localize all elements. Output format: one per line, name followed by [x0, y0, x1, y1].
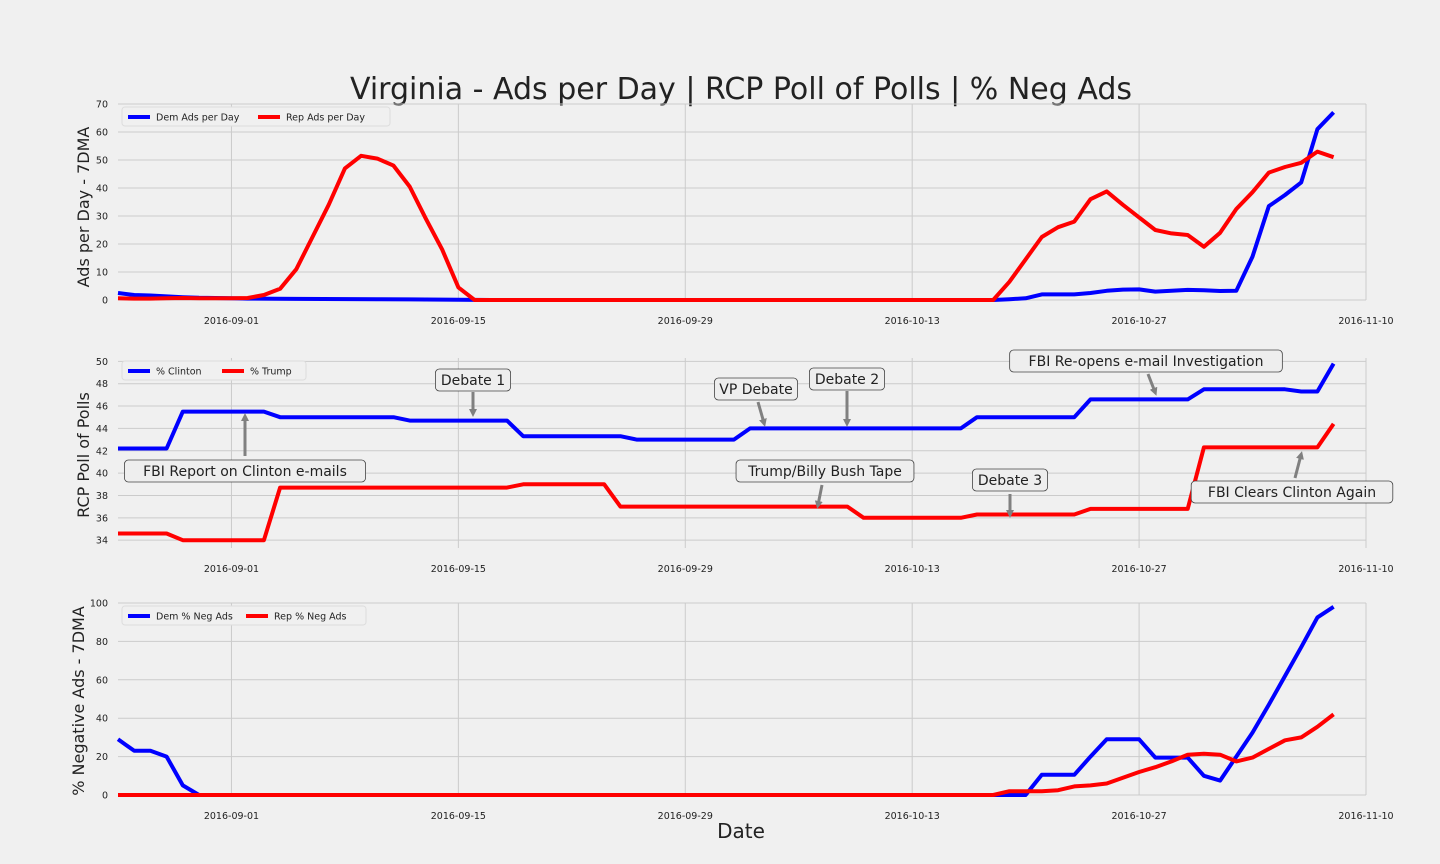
legend: Dem Ads per Day Rep Ads per Day: [121, 106, 391, 127]
y-tick-label: 30: [96, 212, 108, 223]
x-tick-label: 2016-10-13: [885, 316, 940, 327]
annotation: Debate 1: [434, 368, 511, 417]
annotation-label: Debate 1: [441, 373, 505, 389]
y-tick-label: 100: [90, 599, 108, 610]
annotation-box: [809, 367, 886, 391]
legend-frame: [121, 106, 391, 127]
series-line-rep-ads-per-day: [117, 149, 1335, 302]
legend-label: % Trump: [250, 367, 292, 378]
y-tick-label: 42: [96, 446, 108, 457]
series-line-dem-neg-ads: [116, 605, 1335, 797]
series-line--trump: [118, 422, 1336, 543]
annotation-box: [735, 459, 915, 483]
annotation-box: [1190, 480, 1394, 504]
y-tick-label: 80: [96, 637, 108, 648]
x-tick-label: 2016-10-27: [1111, 811, 1166, 822]
annotation-box: [1009, 349, 1283, 373]
y-tick-label: 60: [96, 128, 108, 139]
annotation-arrow: [756, 401, 767, 427]
y-tick-label: 36: [96, 513, 108, 524]
y-tick-label: 0: [102, 791, 108, 802]
annotation-arrow: [1146, 373, 1158, 396]
annotation: VP Debate: [714, 377, 798, 427]
x-tick-label: 2016-09-29: [658, 811, 713, 822]
chart-panels: 0 10 20 30 40 50 60 70 2016-09-01 2016-09-15 2016-…: [69, 100, 1394, 823]
legend-label: Rep Ads per Day: [286, 113, 365, 124]
annotation-label: Trump/Billy Bush Tape: [747, 464, 902, 480]
y-tick-label: 10: [96, 268, 108, 279]
y-axis-label: Ads per Day - 7DMA: [74, 127, 93, 288]
series-line--clinton: [118, 362, 1336, 451]
x-tick-label: 2016-11-10: [1338, 564, 1393, 575]
y-axis-label: % Negative Ads - 7DMA: [69, 606, 88, 796]
x-tick-label: 2016-09-29: [658, 316, 713, 327]
annotation-arrow: [814, 484, 824, 509]
y-tick-label: 40: [96, 184, 108, 195]
x-tick-label: 2016-11-10: [1338, 316, 1393, 327]
y-tick-label: 60: [96, 675, 108, 686]
x-tick-label: 2016-10-27: [1111, 564, 1166, 575]
annotation-box: [714, 377, 798, 401]
x-tick-label: 2016-09-29: [658, 564, 713, 575]
chart-panel-3: 0 20 40 60 80 100 2016-09-01 2016-09-15 2016-09-…: [69, 599, 1394, 823]
y-tick-label: 38: [96, 491, 108, 502]
y-tick-label: 44: [96, 424, 108, 435]
y-tick-label: 40: [96, 714, 108, 725]
y-tick-label: 34: [96, 536, 108, 547]
legend: Dem % Neg Ads Rep % Neg Ads: [121, 605, 367, 626]
figure-title: Virginia - Ads per Day | RCP Poll of Pol…: [350, 72, 1132, 107]
legend-label: % Clinton: [156, 367, 202, 378]
annotation-box: [124, 459, 366, 483]
annotation: FBI Report on Clinton e-mails: [124, 413, 366, 483]
x-tick-label: 2016-09-01: [204, 811, 259, 822]
chart-panel-2: 34 36 38 40 42 44 46 48 50 2016-09-01 2016-09-15 20…: [74, 349, 1394, 575]
y-tick-label: 0: [102, 296, 108, 307]
annotation-box: [972, 468, 1049, 492]
y-tick-label: 70: [96, 100, 108, 111]
x-tick-label: 2016-11-10: [1338, 811, 1393, 822]
x-tick-label: 2016-10-13: [885, 564, 940, 575]
y-tick-label: 20: [96, 752, 108, 763]
chart-panel-1: 0 10 20 30 40 50 60 70 2016-09-01 2016-09-15 2016-…: [74, 100, 1394, 328]
x-tick-label: 2016-09-15: [431, 316, 486, 327]
annotation-arrow: [1293, 451, 1304, 479]
annotation-label: FBI Report on Clinton e-mails: [143, 464, 347, 480]
y-tick-label: 46: [96, 402, 108, 413]
annotation-label: VP Debate: [719, 382, 792, 398]
legend: % Clinton % Trump: [121, 360, 307, 381]
annotation-label: FBI Re-opens e-mail Investigation: [1029, 354, 1264, 370]
annotation: Debate 2: [809, 367, 886, 427]
y-axis-label: RCP Poll of Polls: [74, 392, 93, 518]
y-tick-label: 40: [96, 469, 108, 480]
series-line-rep-neg-ads: [118, 712, 1335, 797]
x-tick-label: 2016-09-01: [204, 316, 259, 327]
y-tick-label: 50: [96, 156, 108, 167]
legend-label: Rep % Neg Ads: [274, 612, 346, 623]
legend-label: Dem % Neg Ads: [156, 612, 233, 623]
x-tick-label: 2016-10-13: [885, 811, 940, 822]
annotation: Debate 3: [972, 468, 1049, 518]
figure-x-label: Date: [717, 819, 765, 843]
annotation: FBI Clears Clinton Again: [1190, 451, 1394, 504]
annotation-label: Debate 2: [815, 372, 879, 388]
annotation: Trump/Billy Bush Tape: [735, 459, 915, 509]
annotation-label: FBI Clears Clinton Again: [1208, 485, 1376, 501]
x-tick-label: 2016-09-15: [431, 564, 486, 575]
annotation-box: [434, 368, 511, 392]
x-tick-label: 2016-09-01: [204, 564, 259, 575]
x-tick-label: 2016-10-27: [1111, 316, 1166, 327]
y-tick-label: 50: [96, 357, 108, 368]
y-tick-label: 20: [96, 240, 108, 251]
annotation-label: Debate 3: [978, 473, 1042, 489]
legend-frame: [121, 605, 367, 626]
y-tick-label: 48: [96, 379, 108, 390]
legend-frame: [121, 360, 307, 381]
x-tick-label: 2016-09-15: [431, 811, 486, 822]
annotation: FBI Re-opens e-mail Investigation: [1009, 349, 1283, 396]
legend-label: Dem Ads per Day: [156, 113, 240, 124]
